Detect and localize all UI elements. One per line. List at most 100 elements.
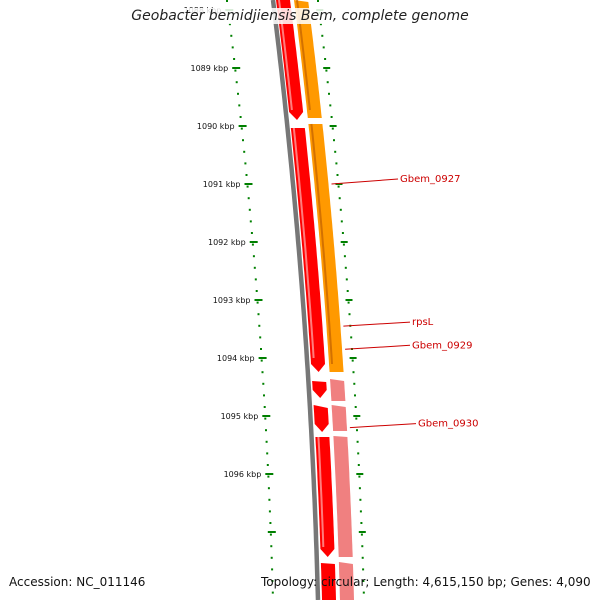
gc-dot-inner	[267, 475, 270, 478]
gc-dot-outer	[360, 533, 363, 536]
gc-dot-inner	[258, 324, 261, 327]
gc-dot-inner	[252, 255, 255, 258]
gene-gbem-0930	[333, 436, 353, 557]
gc-dot-inner	[265, 429, 267, 432]
gc-dot-outer	[353, 382, 356, 385]
gc-dot-outer	[342, 243, 345, 246]
gc-dot-outer	[357, 452, 360, 455]
gc-dot-inner	[256, 301, 259, 304]
outer-tick	[323, 67, 331, 69]
outer-tick	[329, 125, 337, 127]
gc-dot-outer	[325, 69, 328, 72]
ruler-label: 1089 kbp	[190, 64, 228, 73]
gc-dot-outer	[336, 174, 339, 176]
cds-track	[276, 0, 336, 600]
gc-dot-inner	[263, 394, 265, 397]
gc-dot-inner	[271, 591, 274, 594]
cds-gbem-0930-shade	[317, 436, 325, 548]
gc-dot-inner	[243, 150, 246, 153]
gc-dot-inner	[269, 533, 272, 536]
gc-dot-outer	[328, 92, 330, 95]
gc-dot-outer	[345, 278, 348, 281]
gc-dot-inner	[271, 568, 274, 571]
ruler-label: 1093 kbp	[213, 296, 251, 305]
cds-rpsl	[312, 381, 327, 398]
gene-block	[338, 562, 354, 600]
gc-dot-inner	[268, 498, 271, 501]
gc-dot-outer	[347, 301, 350, 304]
gc-dot-inner	[264, 417, 267, 420]
ruler-tick	[254, 299, 263, 301]
gc-dot-outer	[356, 440, 359, 443]
cds-block	[320, 563, 336, 600]
gc-dot-inner	[248, 208, 251, 211]
outer-tick	[353, 415, 361, 417]
outer-tick	[349, 357, 357, 359]
gc-dot-inner	[269, 522, 272, 524]
gc-dot-outer	[362, 580, 365, 582]
gc-dot-outer	[354, 394, 356, 397]
accession-text: Accession: NC_011146	[9, 575, 146, 589]
ruler-label: 1095 kbp	[221, 412, 259, 421]
gc-dot-outer	[361, 556, 364, 559]
gc-dot-inner	[250, 232, 253, 234]
ruler-label: 1092 kbp	[208, 238, 246, 247]
gc-dot-outer	[346, 290, 349, 292]
gc-dot-outer	[355, 417, 358, 420]
gc-dot-outer	[322, 46, 325, 49]
gc-dot-inner	[262, 382, 265, 385]
gc-dot-inner	[259, 336, 262, 339]
gc-dot-outer	[358, 487, 361, 490]
gc-dot-outer	[359, 498, 362, 501]
gc-dot-outer	[348, 313, 351, 316]
gc-dot-inner	[242, 139, 244, 142]
gc-dot-outer	[329, 104, 332, 107]
gc-dot-inner	[253, 266, 256, 269]
gene-leader-line	[331, 178, 399, 185]
gc-dot-outer	[335, 162, 338, 165]
outer-tick	[358, 531, 366, 533]
gc-dot-outer	[334, 150, 337, 153]
map-title: Geobacter bemidjiensis Bem, complete gen…	[0, 8, 600, 24]
gc-dot-inner	[265, 440, 268, 443]
ruler-tick	[232, 67, 241, 69]
gene-track	[294, 0, 354, 600]
ruler-tick	[249, 241, 258, 243]
gene-label: Gbem_0930	[418, 419, 478, 430]
gc-dot-inner	[228, 23, 231, 26]
gc-dot-inner	[268, 510, 271, 513]
gc-dot-inner	[254, 278, 257, 281]
gc-dot-inner	[271, 580, 274, 582]
gc-dot-outer	[350, 336, 353, 339]
ruler-tick	[244, 183, 253, 185]
gene-gbem-0927-shade	[310, 123, 333, 365]
gc-dot-outer	[321, 34, 324, 37]
gene-leader-line	[345, 344, 411, 350]
ruler-label: 1091 kbp	[203, 180, 241, 189]
gc-dot-inner	[240, 127, 243, 130]
gc-dot-outer	[361, 545, 364, 548]
ruler-label: 1094 kbp	[217, 354, 255, 363]
gc-dot-inner	[251, 243, 254, 246]
gene-label: rpsL	[412, 317, 434, 328]
ruler-label: 1090 kbp	[197, 122, 235, 131]
gc-dot-outer	[340, 220, 343, 223]
gc-dot-outer	[317, 0, 319, 2]
gc-dot-outer	[333, 139, 335, 142]
gc-dot-inner	[246, 185, 249, 188]
gc-dot-inner	[234, 69, 237, 72]
gene-gbem-0929	[331, 405, 348, 431]
gc-dot-inner	[266, 452, 269, 455]
gc-dot-inner	[261, 371, 264, 374]
gc-dot-outer	[351, 359, 354, 362]
gc-dot-inner	[270, 545, 273, 548]
outer-tick	[356, 473, 364, 475]
outer-tick	[335, 183, 343, 185]
ruler-label: 1096 kbp	[224, 470, 262, 479]
gc-dot-inner	[260, 359, 263, 362]
ruler-tick	[238, 125, 247, 127]
gc-dot-outer	[356, 429, 358, 432]
gc-dot-inner	[255, 290, 258, 292]
gc-skew-ticks	[226, 0, 365, 594]
